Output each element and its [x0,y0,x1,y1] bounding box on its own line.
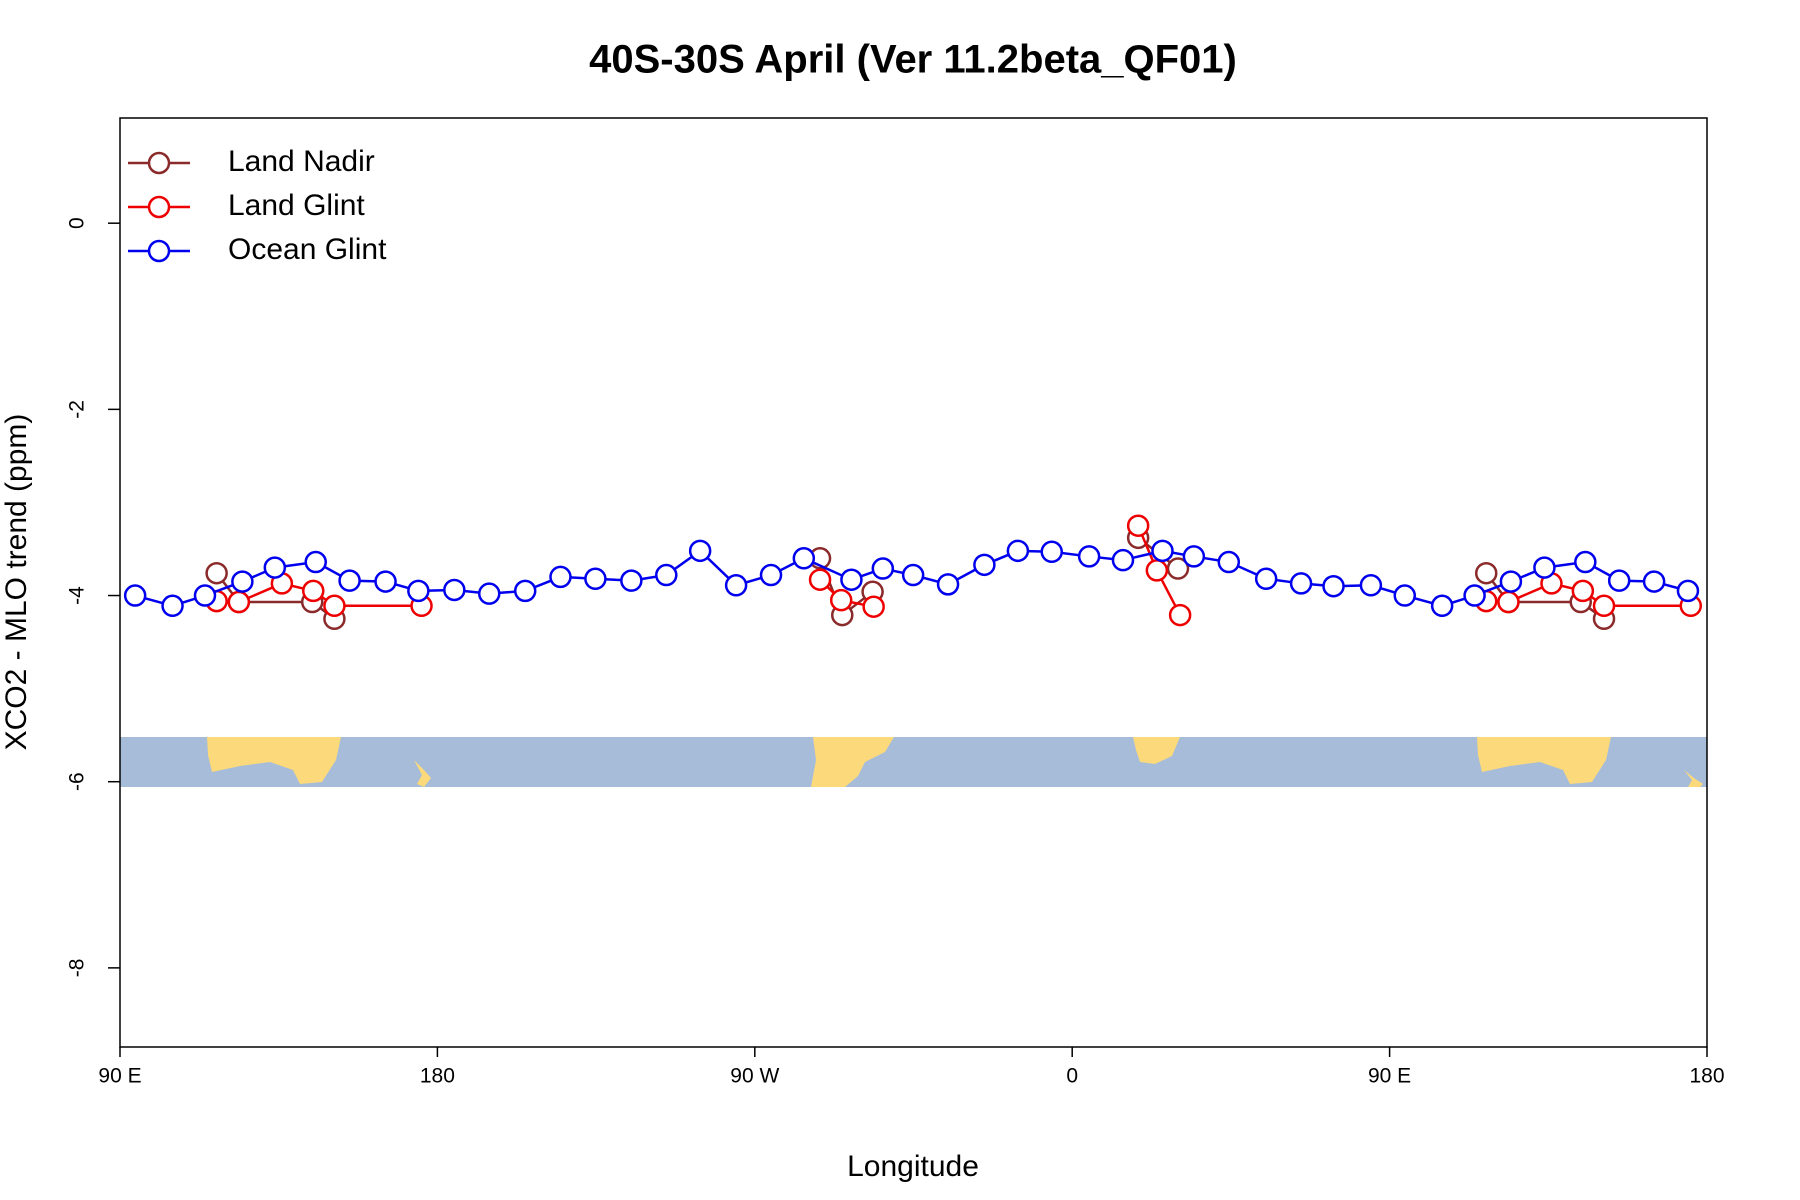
data-point [1040,540,1063,564]
data-point [513,579,537,603]
data-point [620,569,643,592]
data-point [123,584,147,607]
land [1684,770,1703,787]
data-point [1571,579,1595,603]
data-point [1393,584,1417,607]
data-point [1574,550,1597,574]
data-point [1126,514,1150,537]
data-point [1592,594,1616,618]
data-point [231,570,254,593]
data-point [829,588,853,612]
data-point [1182,545,1206,568]
data-point [724,574,748,597]
data-point [1607,569,1631,592]
data-point [862,595,885,618]
data-point [1289,572,1313,595]
x-tick-label: 180 [420,1065,455,1088]
ocean-band [120,737,1707,787]
y-tick-label: -2 [66,400,89,419]
plot-frame [119,117,1708,1048]
y-tick-label: -8 [66,959,89,978]
legend: Land Nadir Land Glint Ocean Glint [128,145,387,266]
data-point [973,553,996,577]
data-point [759,563,783,587]
data-point [477,582,501,605]
data-point [1430,594,1454,618]
data-point [338,569,361,592]
land [414,760,431,787]
data-point [407,579,430,603]
chart-title: 40S-30S April (Ver 11.2beta_QF01) [589,38,1237,82]
data-point [323,594,346,618]
data-point [655,563,678,587]
data-point [443,578,466,602]
x-axis-title: Longitude [847,1150,979,1183]
data-point [1474,561,1498,585]
data-point [808,568,832,591]
data-point [1111,548,1135,572]
data-point [1497,590,1520,614]
data-point [161,594,184,618]
x-tick-label: 180 [1689,1065,1724,1088]
data-point [1077,545,1101,568]
data-point [193,584,217,607]
data-point [792,547,816,570]
data-point [1006,539,1030,563]
legend-marker [147,151,171,175]
land [811,737,894,787]
data-point [1168,603,1192,627]
data-point [304,550,327,574]
data-point [549,565,572,589]
data-point [374,570,397,593]
data-point [1145,559,1169,582]
data-point [1642,570,1666,593]
data-point [227,590,251,614]
data-point [1359,574,1383,597]
data-point [263,556,287,579]
data-point [1217,550,1241,574]
data-point [1166,557,1190,580]
data-point [840,568,863,591]
map-strip [120,737,1707,787]
data-point [936,573,960,596]
data-point [688,539,712,563]
y-tick-label: -6 [66,772,89,791]
legend-label: Land Glint [228,189,365,222]
data-point [205,561,228,585]
land [1477,737,1611,784]
data-point [1254,567,1278,591]
data-point [1533,556,1556,579]
legend-marker [147,239,171,263]
data-point [584,567,607,591]
land [1133,737,1180,764]
x-tick-label: 90 W [730,1065,779,1088]
data-point [1499,570,1523,593]
data-point [871,557,895,580]
y-tick-label: 0 [66,217,89,229]
y-axis-title: XCO2 - MLO trend (ppm) [0,414,33,751]
x-tick-label: 0 [1066,1065,1078,1088]
data-point [901,563,925,587]
data-point [1463,584,1486,607]
legend-label: Land Nadir [228,145,375,178]
x-tick-label: 90 E [98,1065,141,1088]
legend-marker [147,195,171,219]
land [207,737,341,784]
y-tick-label: -4 [66,586,89,605]
data-point [1676,579,1700,603]
data-point [1151,539,1174,563]
x-tick-label: 90 E [1368,1065,1411,1088]
data-point [302,579,325,603]
legend-label: Ocean Glint [228,233,387,266]
data-point [1322,574,1345,598]
